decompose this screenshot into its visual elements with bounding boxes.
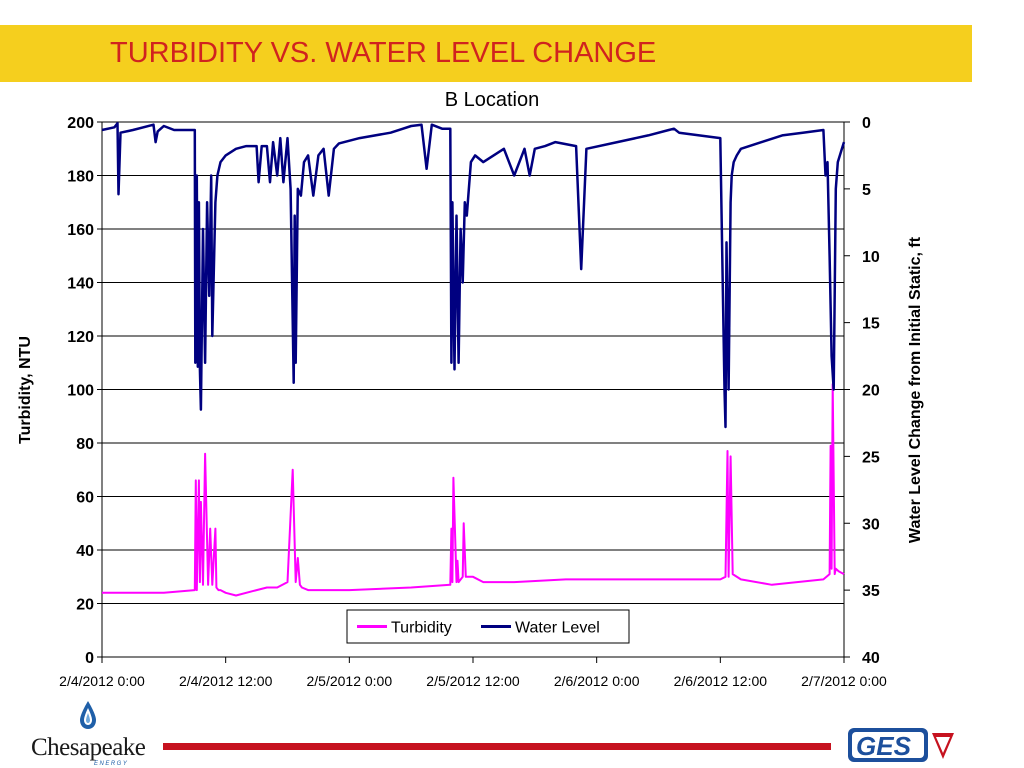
y-tick-label: 120 [67, 329, 94, 346]
y2-tick-label: 35 [862, 583, 880, 600]
chart: 0 20 40 60 80 100 120 140 160 180 200 0 5 10 15 20 25 30 3… [17, 89, 924, 689]
y-tick-label: 140 [67, 276, 94, 293]
y2-tick-label: 15 [862, 316, 880, 333]
y-tick-label: 0 [85, 650, 94, 667]
chesapeake-wordmark: Chesapeake [31, 734, 146, 761]
series-line-water-level [101, 122, 846, 429]
y-axis-label: Turbidity, NTU [17, 336, 34, 444]
y2-axis-label: Water Level Change from Initial Static, … [907, 236, 924, 543]
y2-tick-label: 30 [862, 516, 880, 533]
y2-tick-label: 0 [862, 115, 871, 132]
y2-tick-label: 20 [862, 383, 880, 400]
title-bar: TURBIDITY VS. WATER LEVEL CHANGE [0, 25, 972, 82]
x-tick-label: 2/4/2012 12:00 [179, 673, 273, 689]
y2-tick-label: 25 [862, 449, 880, 466]
y-tick-label: 40 [76, 543, 94, 560]
y-tick-label: 80 [76, 436, 94, 453]
y-tick-label: 60 [76, 490, 94, 507]
x-tick-label: 2/6/2012 12:00 [674, 673, 768, 689]
footer-divider [163, 743, 831, 750]
y2-tick-label: 10 [862, 249, 880, 266]
water-drop-icon [80, 701, 96, 729]
x-tick-label: 2/4/2012 0:00 [59, 673, 145, 689]
chart-title: B Location [445, 89, 540, 111]
y-tick-label: 180 [67, 169, 94, 186]
ges-wordmark: GES [856, 731, 912, 761]
x-tick-label: 2/5/2012 0:00 [307, 673, 393, 689]
slide-title: TURBIDITY VS. WATER LEVEL CHANGE [110, 37, 657, 69]
x-tick-label: 2/7/2012 0:00 [801, 673, 887, 689]
series-line-turbidity [102, 383, 845, 597]
y2-tick-label: 40 [862, 650, 880, 667]
legend-label: Water Level [515, 620, 600, 637]
y-tick-label: 200 [67, 115, 94, 132]
chesapeake-subtitle: ENERGY [94, 761, 129, 767]
y2-tick-label: 5 [862, 182, 871, 199]
x-tick-label: 2/6/2012 0:00 [554, 673, 640, 689]
chesapeake-logo: Chesapeake ENERGY [28, 700, 158, 768]
y-tick-label: 20 [76, 597, 94, 614]
y-tick-label: 100 [67, 383, 94, 400]
x-tick-label: 2/5/2012 12:00 [426, 673, 520, 689]
y-tick-label: 160 [67, 222, 94, 239]
ges-logo-icon: GES [848, 728, 954, 762]
legend-label: Turbidity [391, 620, 452, 637]
